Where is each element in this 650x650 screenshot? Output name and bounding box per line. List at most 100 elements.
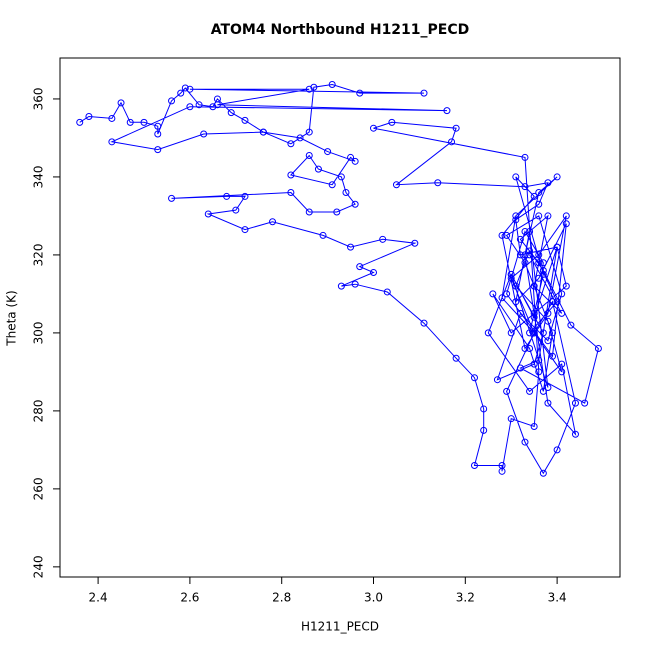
- y-tick-label: 340: [32, 165, 46, 188]
- data-point: [498, 231, 506, 239]
- data-point: [484, 329, 492, 337]
- data-point: [535, 251, 543, 259]
- data-point: [521, 228, 529, 236]
- data-point: [530, 329, 538, 337]
- data-point: [558, 368, 566, 376]
- data-point: [168, 194, 176, 202]
- data-point: [535, 368, 543, 376]
- x-tick-label: 3.4: [548, 591, 567, 605]
- data-point: [535, 212, 543, 220]
- data-point: [223, 192, 231, 200]
- data-point: [521, 251, 529, 259]
- data-point: [420, 319, 428, 327]
- data-point: [154, 122, 162, 130]
- data-point: [168, 97, 176, 105]
- data-point: [503, 231, 511, 239]
- y-tick-label: 280: [32, 399, 46, 422]
- data-point: [553, 243, 561, 251]
- data-point: [539, 329, 547, 337]
- y-tick-label: 360: [32, 87, 46, 110]
- data-point: [498, 467, 506, 475]
- data-point: [498, 294, 506, 302]
- data-point: [526, 344, 534, 352]
- data-point: [512, 282, 520, 290]
- data-point: [544, 337, 552, 345]
- data-point: [553, 298, 561, 306]
- data-point: [76, 118, 84, 126]
- data-point: [347, 153, 355, 161]
- data-point: [553, 173, 561, 181]
- data-point: [535, 259, 543, 267]
- chart-title: ATOM4 Northbound H1211_PECD: [211, 22, 470, 38]
- data-point: [452, 354, 460, 362]
- data-point: [530, 422, 538, 430]
- data-point: [443, 107, 451, 115]
- data-point: [512, 212, 520, 220]
- data-point: [154, 146, 162, 154]
- data-point: [516, 364, 524, 372]
- x-axis-label: H1211_PECD: [301, 620, 379, 634]
- data-point: [195, 101, 203, 109]
- data-point: [370, 124, 378, 132]
- data-point: [140, 118, 148, 126]
- data-point: [126, 118, 134, 126]
- data-point: [310, 83, 318, 91]
- data-point: [549, 329, 557, 337]
- data-point: [530, 282, 538, 290]
- data-point: [347, 243, 355, 251]
- data-point: [507, 270, 515, 278]
- data-point: [544, 179, 552, 187]
- data-point: [333, 208, 341, 216]
- data-point: [562, 220, 570, 228]
- data-point: [526, 228, 534, 236]
- data-point: [549, 352, 557, 360]
- y-tick-label: 300: [32, 321, 46, 344]
- data-point: [562, 212, 570, 220]
- data-point: [530, 313, 538, 321]
- data-point: [356, 89, 364, 97]
- data-point: [512, 216, 520, 224]
- data-point: [186, 85, 194, 93]
- data-point: [319, 231, 327, 239]
- x-tick-label: 3.2: [456, 591, 475, 605]
- data-point: [108, 114, 116, 122]
- data-point: [539, 387, 547, 395]
- data-point: [535, 189, 543, 197]
- data-point: [512, 298, 520, 306]
- data-point: [209, 103, 217, 111]
- x-tick-label: 2.4: [89, 591, 108, 605]
- data-point: [530, 360, 538, 368]
- data-point: [503, 387, 511, 395]
- data-point: [259, 128, 267, 136]
- data-point: [351, 280, 359, 288]
- data-point: [544, 212, 552, 220]
- data-point: [351, 200, 359, 208]
- data-point: [526, 251, 534, 259]
- data-point: [213, 101, 221, 109]
- data-point: [493, 376, 501, 384]
- data-point: [571, 430, 579, 438]
- x-tick-label: 2.8: [272, 591, 291, 605]
- data-point: [241, 192, 249, 200]
- data-point: [227, 109, 235, 117]
- data-point: [448, 138, 456, 146]
- x-tick-label: 2.6: [180, 591, 199, 605]
- data-point: [337, 173, 345, 181]
- data-point: [420, 89, 428, 97]
- data-point: [342, 189, 350, 197]
- data-point: [539, 469, 547, 477]
- data-point: [117, 99, 125, 107]
- data-point: [539, 259, 547, 267]
- data-point: [241, 116, 249, 124]
- data-point: [544, 399, 552, 407]
- data-point: [581, 399, 589, 407]
- data-point: [314, 165, 322, 173]
- data-point: [296, 134, 304, 142]
- data-point: [108, 138, 116, 146]
- data-point: [544, 383, 552, 391]
- data-point: [526, 329, 534, 337]
- data-point: [411, 239, 419, 247]
- data-point: [269, 218, 277, 226]
- data-point: [287, 171, 295, 179]
